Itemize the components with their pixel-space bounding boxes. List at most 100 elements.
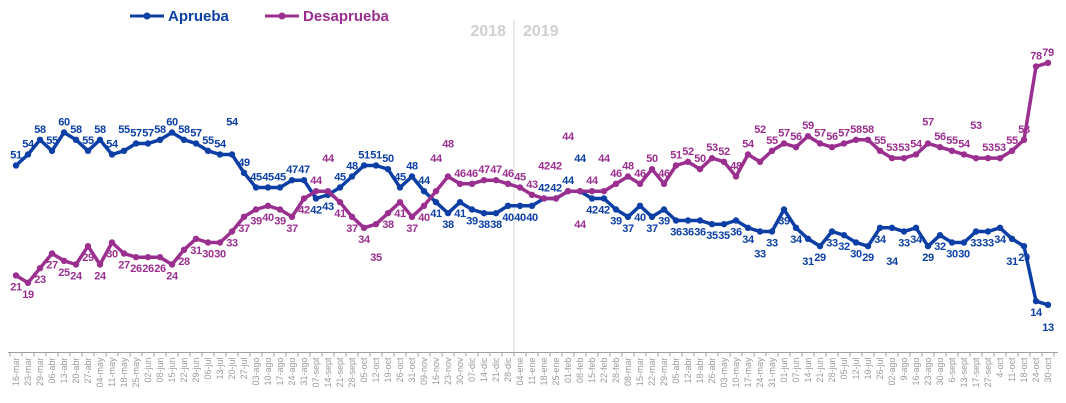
x-tick-label: 17-sept bbox=[971, 357, 981, 388]
data-point-desaprueba bbox=[852, 136, 860, 144]
data-point-aprueba bbox=[948, 239, 956, 246]
data-label-aprueba: 60 bbox=[166, 116, 178, 128]
data-point-aprueba bbox=[516, 202, 524, 210]
data-point-desaprueba bbox=[96, 261, 104, 268]
x-tick-label: 19-jul bbox=[863, 358, 873, 380]
x-tick-label: 29-jun bbox=[191, 358, 201, 383]
x-tick-label: 04-ene bbox=[515, 358, 525, 386]
year-label-2018: 2018 bbox=[470, 23, 506, 40]
data-label-aprueba: 35 bbox=[718, 230, 730, 242]
data-point-aprueba bbox=[72, 136, 80, 144]
data-point-desaprueba bbox=[1032, 63, 1040, 70]
data-label-aprueba: 45 bbox=[334, 171, 346, 183]
data-label-desaprueba: 53 bbox=[970, 120, 982, 132]
data-label-aprueba: 39 bbox=[778, 215, 790, 227]
data-point-desaprueba bbox=[1044, 59, 1052, 67]
data-label-aprueba: 34 bbox=[994, 234, 1007, 246]
data-label-desaprueba: 46 bbox=[454, 168, 466, 180]
data-label-desaprueba: 44 bbox=[310, 175, 323, 187]
data-label-aprueba: 45 bbox=[394, 171, 406, 183]
x-tick-label: 18-may bbox=[119, 357, 129, 388]
data-point-desaprueba bbox=[576, 187, 584, 195]
x-tick-label: 01-jun bbox=[779, 358, 789, 383]
x-tick-label: 07-sept bbox=[311, 357, 321, 388]
data-label-desaprueba: 26 bbox=[130, 263, 142, 275]
data-point-aprueba bbox=[204, 147, 212, 155]
data-point-desaprueba bbox=[1020, 136, 1028, 144]
x-tick-label: 12-oct bbox=[371, 357, 381, 383]
data-point-desaprueba bbox=[384, 209, 392, 217]
data-label-aprueba: 48 bbox=[346, 160, 358, 172]
x-tick-label: 08-feb bbox=[575, 358, 585, 384]
data-label-aprueba: 44 bbox=[562, 175, 575, 187]
data-point-aprueba bbox=[492, 209, 500, 217]
data-label-aprueba: 33 bbox=[970, 237, 982, 249]
data-point-aprueba bbox=[216, 151, 224, 158]
data-label-desaprueba: 79 bbox=[1042, 47, 1054, 59]
data-label-aprueba: 54 bbox=[226, 116, 239, 128]
data-point-aprueba bbox=[672, 217, 680, 224]
x-tick-label: 15-feb bbox=[587, 358, 597, 384]
data-label-aprueba: 41 bbox=[454, 208, 466, 220]
data-point-desaprueba bbox=[372, 220, 380, 228]
data-point-aprueba bbox=[852, 239, 860, 246]
x-tick-label: 11-may bbox=[107, 357, 117, 387]
data-label-desaprueba: 42 bbox=[298, 204, 310, 216]
data-label-desaprueba: 41 bbox=[394, 208, 406, 220]
data-point-desaprueba bbox=[864, 136, 872, 144]
data-point-desaprueba bbox=[936, 143, 944, 151]
x-tick-label: 18-ene bbox=[539, 358, 549, 386]
series-line-desaprueba bbox=[15, 61, 1049, 285]
data-label-desaprueba: 34 bbox=[358, 234, 371, 246]
data-label-desaprueba: 55 bbox=[766, 135, 778, 147]
data-point-aprueba bbox=[144, 140, 152, 147]
data-point-desaprueba bbox=[912, 151, 920, 158]
data-label-aprueba: 42 bbox=[550, 182, 562, 194]
data-label-aprueba: 34 bbox=[886, 256, 899, 268]
x-tick-label: 16-ago bbox=[911, 358, 921, 386]
data-label-aprueba: 37 bbox=[646, 223, 658, 235]
data-point-desaprueba bbox=[276, 206, 284, 213]
data-point-desaprueba bbox=[624, 173, 632, 180]
data-label-aprueba: 33 bbox=[982, 237, 994, 249]
legend: Aprueba Desaprueba bbox=[130, 8, 390, 25]
x-tick-label: 25-may bbox=[131, 357, 141, 388]
data-label-desaprueba: 56 bbox=[826, 131, 838, 143]
data-label-desaprueba: 47 bbox=[478, 164, 490, 176]
data-label-desaprueba: 39 bbox=[274, 215, 286, 227]
data-point-aprueba bbox=[804, 235, 812, 243]
data-point-aprueba bbox=[588, 195, 596, 202]
x-tick-label: 28-jun bbox=[827, 358, 837, 383]
data-point-desaprueba bbox=[1008, 147, 1016, 155]
data-label-desaprueba: 56 bbox=[790, 131, 802, 143]
data-point-aprueba bbox=[972, 228, 980, 235]
data-point-aprueba bbox=[924, 242, 932, 250]
x-tick-label: 17-ago bbox=[275, 358, 285, 386]
data-label-desaprueba: 58 bbox=[862, 124, 874, 136]
data-point-aprueba bbox=[408, 173, 416, 180]
x-tick-label: 4-oct bbox=[995, 357, 1005, 378]
data-point-desaprueba bbox=[132, 253, 140, 261]
x-tick-label: 04-may bbox=[95, 357, 105, 388]
data-label-desaprueba: 26 bbox=[142, 263, 154, 275]
data-label-aprueba: 34 bbox=[874, 234, 887, 246]
data-point-desaprueba bbox=[768, 147, 776, 155]
data-label-desaprueba: 30 bbox=[106, 248, 118, 260]
data-label-aprueba: 30 bbox=[946, 248, 958, 260]
data-label-desaprueba: 45 bbox=[514, 171, 526, 183]
data-label-aprueba: 42 bbox=[310, 204, 322, 216]
data-point-aprueba bbox=[24, 151, 32, 158]
data-point-desaprueba bbox=[228, 228, 236, 235]
data-point-desaprueba bbox=[48, 250, 56, 257]
data-point-aprueba bbox=[108, 151, 116, 158]
data-point-aprueba bbox=[612, 206, 620, 213]
data-label-aprueba: 38 bbox=[478, 219, 490, 231]
data-label-aprueba: 39 bbox=[610, 215, 622, 227]
data-label-aprueba: 55 bbox=[202, 135, 214, 147]
x-tick-label: 20-abr bbox=[71, 357, 81, 383]
data-label-desaprueba: 50 bbox=[694, 153, 706, 165]
data-point-desaprueba bbox=[504, 180, 512, 188]
x-tick-label: 14-jun bbox=[803, 358, 813, 383]
